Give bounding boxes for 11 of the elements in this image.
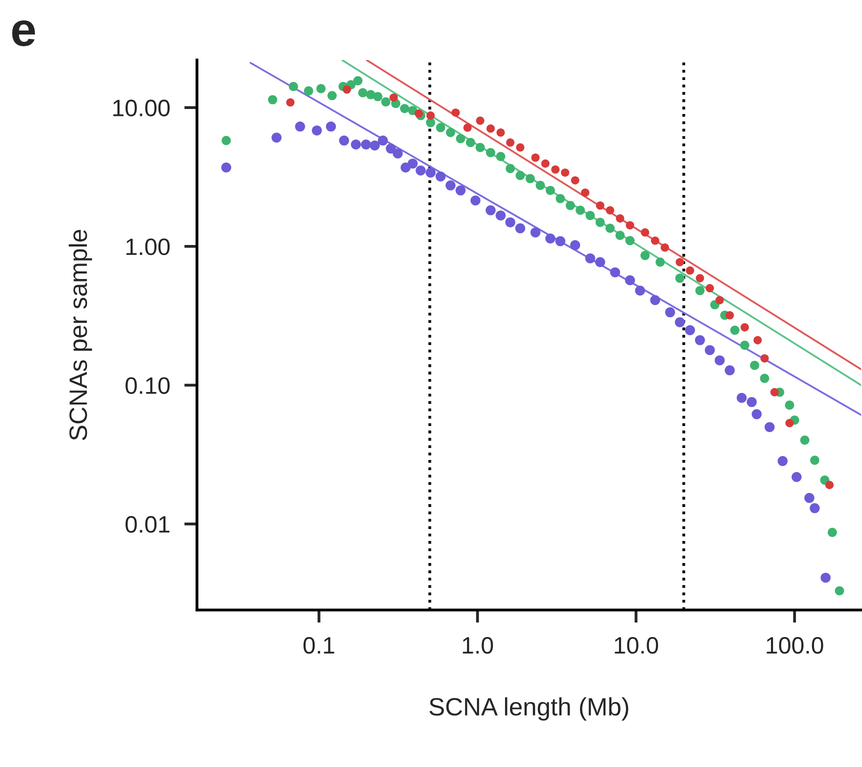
y-axis-title: SCNAs per sample <box>68 230 92 440</box>
y-tick-label: 0.01 <box>126 516 170 533</box>
x-axis-title: SCNA length (Mb) <box>429 697 628 721</box>
x-tick-label: 100.0 <box>766 637 824 654</box>
y-tick-label: 0.10 <box>126 377 170 394</box>
x-tick-label: 0.1 <box>303 637 334 654</box>
x-tick-label: 10.0 <box>614 637 658 654</box>
x-tick-label: 1.0 <box>462 637 493 654</box>
y-tick-label: 10.00 <box>113 100 170 116</box>
y-tick-label: 1.00 <box>126 238 170 256</box>
chart-title: e <box>12 20 35 46</box>
